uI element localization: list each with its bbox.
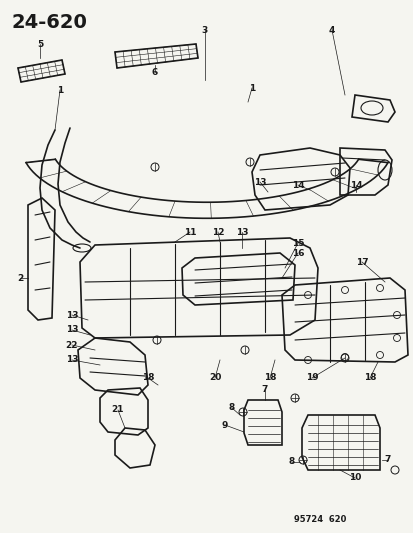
Text: 1: 1	[57, 85, 63, 94]
Text: 13: 13	[66, 311, 78, 319]
Text: 13: 13	[66, 326, 78, 335]
Text: 8: 8	[228, 403, 235, 413]
Text: 20: 20	[208, 374, 221, 383]
Text: 7: 7	[384, 456, 390, 464]
Text: 19: 19	[305, 374, 318, 383]
Text: 95724  620: 95724 620	[293, 515, 345, 524]
Text: 13: 13	[66, 356, 78, 365]
Text: 18: 18	[363, 374, 375, 383]
Text: 6: 6	[152, 68, 158, 77]
Text: 3: 3	[202, 26, 208, 35]
Text: 4: 4	[328, 26, 335, 35]
Text: 22: 22	[66, 341, 78, 350]
Text: 12: 12	[211, 228, 224, 237]
Text: 11: 11	[183, 228, 196, 237]
Text: 13: 13	[235, 228, 248, 237]
Text: 13: 13	[253, 177, 266, 187]
Text: 16: 16	[291, 248, 304, 257]
Text: 24-620: 24-620	[12, 12, 88, 31]
Text: 14: 14	[291, 181, 304, 190]
Text: 17: 17	[355, 257, 368, 266]
Text: 2: 2	[17, 273, 23, 282]
Text: 5: 5	[37, 39, 43, 49]
Text: 10: 10	[348, 473, 360, 482]
Text: 7: 7	[261, 385, 268, 394]
Text: 14: 14	[349, 181, 361, 190]
Text: 8: 8	[288, 457, 294, 466]
Text: 18: 18	[263, 374, 275, 383]
Text: 15: 15	[291, 238, 304, 247]
Text: 1: 1	[248, 84, 254, 93]
Text: 21: 21	[112, 406, 124, 415]
Text: 18: 18	[141, 374, 154, 383]
Text: 9: 9	[221, 421, 228, 430]
